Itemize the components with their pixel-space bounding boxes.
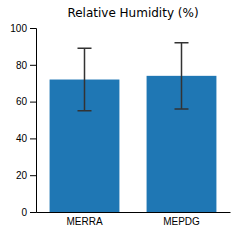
y-tick-label: 0 (21, 207, 27, 218)
error-bar (175, 43, 189, 109)
y-axis-line (30, 29, 37, 213)
x-axis-line (37, 212, 231, 213)
marks (50, 43, 217, 212)
error-bar (78, 48, 92, 111)
y-axis: 0 20 40 60 80 100 (10, 23, 36, 218)
y-tick: 0 (21, 207, 36, 218)
y-tick-mark (30, 138, 36, 139)
plot: 0 20 40 60 80 100 MERRA MEPDG (10, 23, 230, 227)
y-tick-mark (30, 175, 36, 176)
x-tick-label: MERRA (66, 216, 102, 227)
y-tick-label: 100 (10, 23, 27, 34)
x-tick: MEPDG (163, 216, 200, 227)
y-tick: 100 (10, 23, 36, 34)
y-tick-mark (30, 212, 36, 213)
y-tick-label: 20 (16, 170, 28, 181)
title: Relative Humidity (%) (67, 6, 198, 20)
y-tick: 60 (16, 96, 36, 107)
y-tick-mark (30, 65, 36, 66)
y-tick: 20 (16, 170, 36, 181)
y-tick-mark (30, 102, 36, 103)
x-axis: MERRA MEPDG (37, 213, 231, 228)
y-tick-label: 80 (16, 60, 28, 71)
x-tick: MERRA (66, 216, 102, 227)
y-tick-label: 40 (16, 133, 28, 144)
y-tick: 40 (16, 133, 36, 144)
y-tick-label: 60 (16, 96, 28, 107)
x-tick-label: MEPDG (163, 216, 200, 227)
y-tick-mark (30, 28, 36, 29)
y-tick: 80 (16, 60, 36, 71)
chart: 0 20 40 60 80 100 MERRA MEPDG Relative Humidity … (0, 0, 240, 236)
